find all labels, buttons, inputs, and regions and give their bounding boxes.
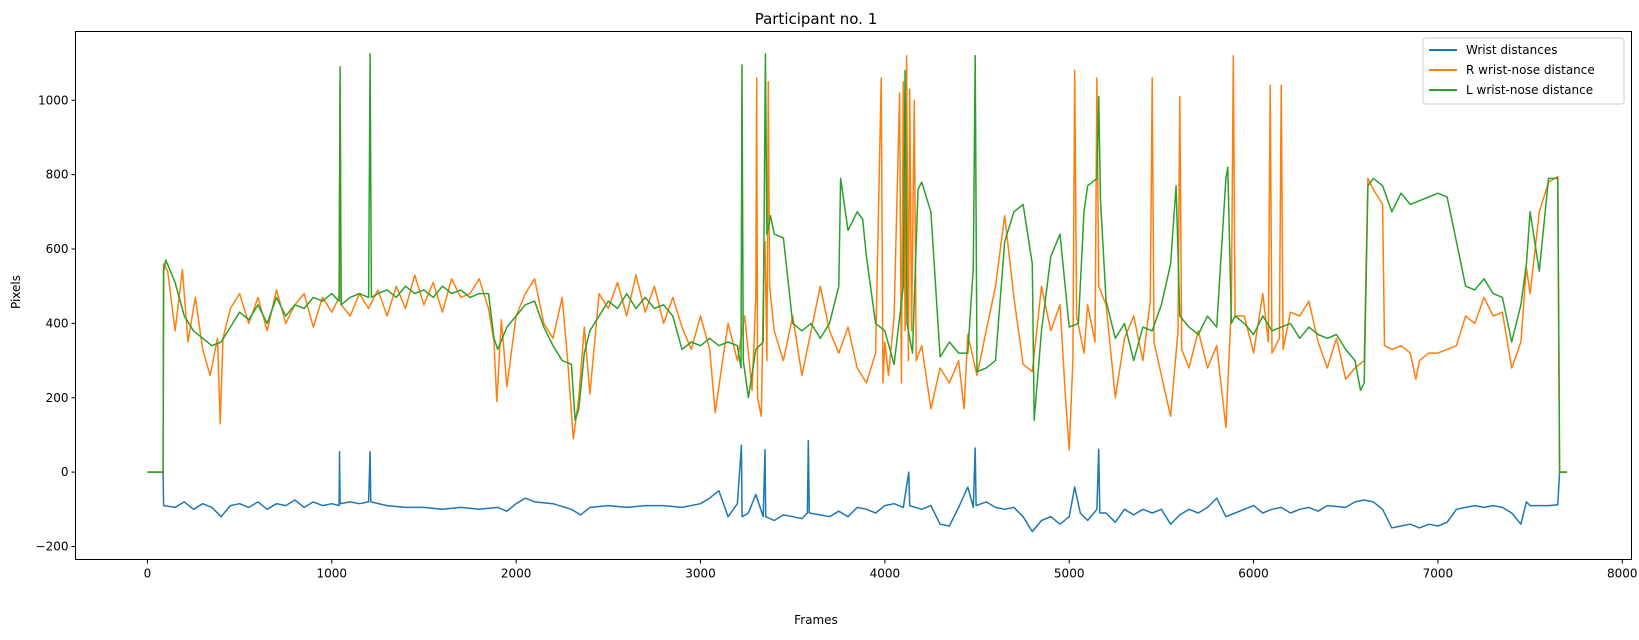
x-axis-label: Frames [794,613,838,627]
y-axis-ticks: −200 0 200 400 600 800 1000 [36,93,76,553]
x-axis-ticks: 0 1000 2000 3000 4000 5000 6000 7000 8000 [144,559,1638,581]
y-tick-label: 200 [46,391,69,405]
legend-entry-label: L wrist-nose distance [1466,83,1593,97]
legend-box [1422,37,1625,105]
series-line-2 [147,54,1567,473]
chart-legend: Wrist distances R wrist-nose distance L wr… [1422,37,1625,105]
legend-entry-label: R wrist-nose distance [1466,63,1595,77]
x-tick-label: 7000 [1423,567,1454,581]
x-tick-label: 6000 [1238,567,1269,581]
legend-entry-label: Wrist distances [1466,43,1557,57]
plot-frame [75,31,1632,560]
x-tick-label: 3000 [685,567,716,581]
y-tick-label: 800 [46,168,69,182]
x-tick-label: 5000 [1054,567,1085,581]
x-tick-label: 4000 [870,567,901,581]
y-tick-label: 0 [61,465,69,479]
x-tick-label: 8000 [1607,567,1638,581]
series-line-3 [147,53,1567,473]
y-tick-label: 400 [46,316,69,330]
y-tick-label: 600 [46,242,69,256]
chart-title: Participant no. 1 [755,10,878,28]
x-tick-label: 1000 [316,567,347,581]
x-tick-label: 2000 [501,567,532,581]
y-tick-label: 1000 [38,93,69,107]
plot-area [147,53,1567,533]
y-axis-label: Pixels [9,275,23,309]
series-line-1 [147,439,1567,533]
x-tick-label: 0 [144,567,152,581]
y-tick-label: −200 [36,539,69,553]
